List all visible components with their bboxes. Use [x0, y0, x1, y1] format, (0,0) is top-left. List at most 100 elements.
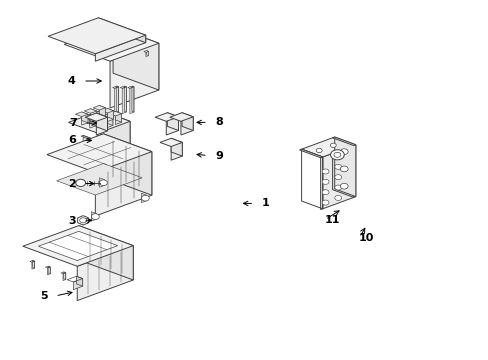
- Polygon shape: [76, 276, 82, 286]
- Polygon shape: [90, 111, 97, 122]
- Polygon shape: [23, 226, 133, 266]
- Circle shape: [91, 214, 99, 220]
- Polygon shape: [32, 261, 35, 269]
- Polygon shape: [73, 279, 82, 290]
- Circle shape: [316, 148, 322, 153]
- Circle shape: [322, 200, 328, 205]
- Text: 3: 3: [68, 216, 76, 226]
- Text: 11: 11: [324, 215, 340, 225]
- Text: 10: 10: [358, 233, 374, 243]
- Polygon shape: [101, 111, 130, 150]
- Polygon shape: [85, 113, 107, 121]
- Polygon shape: [109, 111, 122, 116]
- Circle shape: [334, 164, 341, 169]
- Polygon shape: [79, 226, 133, 280]
- Polygon shape: [57, 163, 142, 195]
- Circle shape: [141, 195, 149, 201]
- Polygon shape: [92, 112, 104, 116]
- Text: 2: 2: [68, 179, 76, 189]
- Polygon shape: [39, 231, 118, 261]
- Polygon shape: [167, 113, 178, 130]
- Polygon shape: [171, 143, 182, 160]
- Polygon shape: [90, 109, 97, 120]
- Polygon shape: [160, 138, 182, 147]
- Text: 5: 5: [40, 291, 48, 301]
- Circle shape: [340, 166, 347, 172]
- Text: 7: 7: [69, 118, 77, 128]
- Polygon shape: [63, 273, 66, 280]
- Polygon shape: [83, 135, 90, 153]
- Polygon shape: [78, 216, 88, 225]
- Polygon shape: [106, 114, 113, 126]
- Polygon shape: [334, 137, 355, 197]
- Polygon shape: [83, 115, 96, 120]
- Polygon shape: [77, 246, 133, 301]
- Polygon shape: [141, 195, 146, 203]
- Polygon shape: [115, 114, 122, 125]
- Polygon shape: [107, 111, 113, 122]
- Circle shape: [334, 195, 341, 201]
- Polygon shape: [169, 113, 193, 121]
- Polygon shape: [48, 18, 145, 54]
- Polygon shape: [91, 213, 96, 221]
- Circle shape: [322, 179, 328, 184]
- Polygon shape: [91, 118, 104, 122]
- Text: 1: 1: [261, 198, 269, 208]
- Circle shape: [96, 136, 105, 143]
- Polygon shape: [75, 112, 88, 117]
- Polygon shape: [91, 212, 96, 219]
- Text: 4: 4: [68, 76, 76, 86]
- Polygon shape: [113, 26, 159, 90]
- Text: 9: 9: [215, 150, 223, 161]
- Text: 8: 8: [215, 117, 223, 127]
- Polygon shape: [96, 113, 107, 131]
- Circle shape: [99, 180, 107, 186]
- Circle shape: [334, 175, 341, 180]
- Polygon shape: [47, 267, 50, 275]
- Polygon shape: [320, 157, 322, 210]
- Polygon shape: [99, 105, 105, 116]
- Polygon shape: [143, 51, 148, 53]
- Polygon shape: [90, 115, 96, 126]
- Polygon shape: [84, 109, 97, 113]
- Circle shape: [76, 179, 85, 186]
- Polygon shape: [95, 152, 151, 216]
- Circle shape: [330, 143, 336, 148]
- Polygon shape: [88, 138, 90, 153]
- Polygon shape: [101, 108, 113, 113]
- Circle shape: [330, 150, 344, 160]
- Polygon shape: [99, 180, 104, 187]
- Polygon shape: [114, 87, 119, 114]
- Polygon shape: [299, 149, 322, 158]
- Polygon shape: [155, 113, 178, 121]
- Polygon shape: [322, 145, 353, 209]
- Polygon shape: [81, 114, 88, 125]
- Polygon shape: [64, 26, 159, 61]
- Polygon shape: [110, 43, 159, 108]
- Polygon shape: [100, 114, 113, 119]
- Circle shape: [340, 183, 347, 189]
- Polygon shape: [141, 193, 146, 201]
- Polygon shape: [98, 118, 104, 129]
- Polygon shape: [47, 134, 151, 172]
- Polygon shape: [98, 114, 104, 125]
- Polygon shape: [96, 117, 107, 135]
- Polygon shape: [122, 87, 126, 114]
- Polygon shape: [93, 105, 105, 110]
- Polygon shape: [98, 112, 104, 122]
- Polygon shape: [99, 108, 105, 118]
- Polygon shape: [181, 117, 193, 135]
- Polygon shape: [81, 112, 88, 123]
- Polygon shape: [99, 178, 104, 185]
- Polygon shape: [68, 111, 130, 133]
- Circle shape: [334, 185, 341, 190]
- Polygon shape: [103, 134, 151, 195]
- Circle shape: [340, 149, 347, 154]
- Polygon shape: [171, 138, 182, 156]
- Polygon shape: [106, 117, 113, 128]
- Polygon shape: [301, 138, 353, 157]
- Polygon shape: [332, 138, 353, 197]
- Polygon shape: [146, 51, 148, 55]
- Polygon shape: [95, 35, 145, 61]
- Polygon shape: [332, 137, 355, 145]
